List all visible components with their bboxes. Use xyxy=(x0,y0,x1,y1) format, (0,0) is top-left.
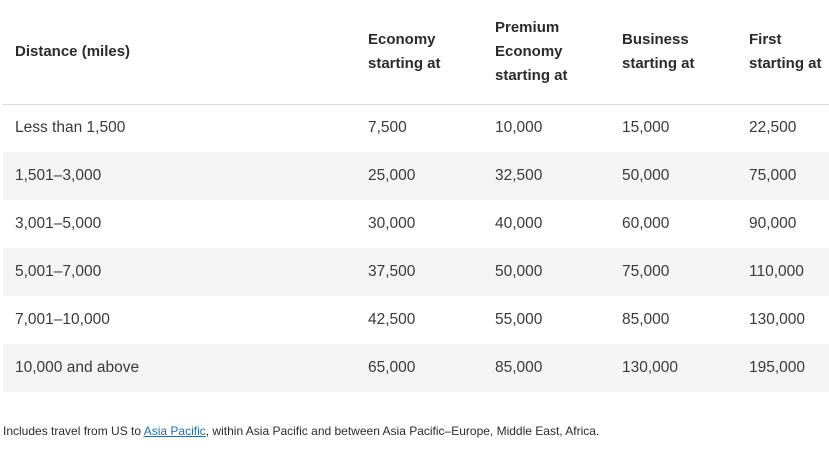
premium-economy-cell: 10,000 xyxy=(495,119,543,137)
premium-economy-cell: 50,000 xyxy=(483,248,610,296)
header-text: Premium xyxy=(495,18,560,36)
header-business: Business starting at xyxy=(610,0,737,105)
header-text: starting at xyxy=(495,66,568,84)
table-header-row: Distance (miles) Economy starting at Pre… xyxy=(3,0,829,105)
table-row: 10,000 and above 65,000 85,000 130,000 1… xyxy=(3,344,829,392)
economy-cell: 30,000 xyxy=(368,215,416,232)
footnote-suffix: , within Asia Pacific and between Asia P… xyxy=(205,424,600,438)
business-cell: 85,000 xyxy=(622,311,670,328)
premium-economy-cell: 85,000 xyxy=(483,344,610,392)
premium-economy-cell: 55,000 xyxy=(495,311,543,328)
table-row: 7,001–10,000 42,500 55,000 85,000 130,00… xyxy=(3,296,829,344)
first-cell: 22,500 xyxy=(749,119,797,137)
business-cell: 130,000 xyxy=(610,344,737,392)
header-text: Distance (miles) xyxy=(15,42,131,60)
header-economy: Economy starting at xyxy=(356,0,483,105)
table-row: 3,001–5,000 30,000 40,000 60,000 90,000 xyxy=(3,200,829,248)
economy-cell: 37,500 xyxy=(356,248,483,296)
economy-cell: 7,500 xyxy=(368,119,407,137)
distance-cell: 5,001–7,000 xyxy=(3,248,356,296)
table-row: Less than 1,500 7,500 10,000 15,000 22,5… xyxy=(3,104,829,152)
footnote: Includes travel from US to Asia Pacific,… xyxy=(3,424,599,438)
distance-cell: 3,001–5,000 xyxy=(15,215,102,232)
business-cell: 75,000 xyxy=(610,248,737,296)
first-cell: 130,000 xyxy=(749,311,806,328)
first-cell: 75,000 xyxy=(737,152,829,200)
distance-cell: 1,501–3,000 xyxy=(3,152,356,200)
header-text: Business xyxy=(622,30,689,48)
business-cell: 15,000 xyxy=(622,119,670,137)
asia-pacific-link[interactable]: Asia Pacific xyxy=(143,424,206,438)
distance-cell: 7,001–10,000 xyxy=(15,311,110,328)
first-cell: 195,000 xyxy=(737,344,829,392)
economy-cell: 65,000 xyxy=(356,344,483,392)
header-distance: Distance (miles) xyxy=(3,0,356,105)
first-cell: 110,000 xyxy=(737,248,829,296)
header-premium-economy: Premium Economy starting at xyxy=(483,0,610,105)
header-text: Economy xyxy=(368,30,436,48)
award-chart-table: Distance (miles) Economy starting at Pre… xyxy=(3,0,829,392)
footnote-prefix: Includes travel from US to xyxy=(3,424,144,438)
header-first: First starting at xyxy=(737,0,829,105)
distance-cell: Less than 1,500 xyxy=(15,119,126,137)
premium-economy-cell: 32,500 xyxy=(483,152,610,200)
table-row: 5,001–7,000 37,500 50,000 75,000 110,000 xyxy=(3,248,829,296)
header-text: Economy xyxy=(495,42,563,60)
economy-cell: 42,500 xyxy=(368,311,416,328)
premium-economy-cell: 40,000 xyxy=(495,215,543,232)
header-text: First xyxy=(749,30,782,48)
economy-cell: 25,000 xyxy=(356,152,483,200)
business-cell: 50,000 xyxy=(610,152,737,200)
header-text: starting at xyxy=(749,54,822,72)
distance-cell: 10,000 and above xyxy=(3,344,356,392)
first-cell: 90,000 xyxy=(749,215,797,232)
table-row: 1,501–3,000 25,000 32,500 50,000 75,000 xyxy=(3,152,829,200)
business-cell: 60,000 xyxy=(622,215,670,232)
header-text: starting at xyxy=(368,54,441,72)
header-text: starting at xyxy=(622,54,695,72)
